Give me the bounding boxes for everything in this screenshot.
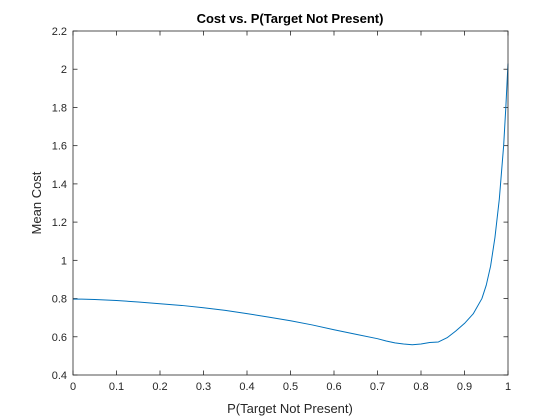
- axes-box: [72, 30, 509, 376]
- x-tick-label: 0.8: [413, 381, 428, 393]
- x-tick-label: 0.7: [370, 381, 385, 393]
- y-tick-label: 1.6: [52, 141, 67, 153]
- chart-title: Cost vs. P(Target Not Present): [197, 11, 384, 26]
- y-tick-label: 0.8: [52, 294, 67, 306]
- y-tick-label: 1.2: [52, 217, 67, 229]
- series-group: [73, 63, 509, 346]
- x-tick-label: 0.4: [239, 381, 254, 393]
- x-tick-label: 0: [70, 381, 76, 393]
- y-tick-label: 1: [61, 255, 67, 267]
- x-axis-label: P(Target Not Present): [227, 401, 353, 416]
- y-tick-label: 0.4: [52, 370, 67, 382]
- y-tick-label: 1.4: [52, 179, 67, 191]
- x-tick-label: 0.6: [326, 381, 341, 393]
- series-line: [73, 63, 509, 346]
- ticks: 0 0.1 0.2 0.3 0.4 0.5 0.6 0.7 0.8 0.9 1 0.4 0.6 0.8 1 1…: [52, 26, 511, 393]
- x-tick-label: 0.5: [283, 381, 298, 393]
- y-tick-label: 2: [61, 64, 67, 76]
- y-tick-label: 2.2: [52, 26, 67, 38]
- x-tick-label: 0.9: [457, 381, 472, 393]
- x-tick-label: 0.2: [152, 381, 167, 393]
- x-tick-label: 0.1: [109, 381, 124, 393]
- y-axis-label: Mean Cost: [29, 171, 44, 234]
- y-tick-label: 1.8: [52, 102, 67, 114]
- plot-area: [73, 31, 508, 375]
- x-tick-label: 0.3: [196, 381, 211, 393]
- x-tick-label: 1: [505, 381, 511, 393]
- y-tick-label: 0.6: [52, 332, 67, 344]
